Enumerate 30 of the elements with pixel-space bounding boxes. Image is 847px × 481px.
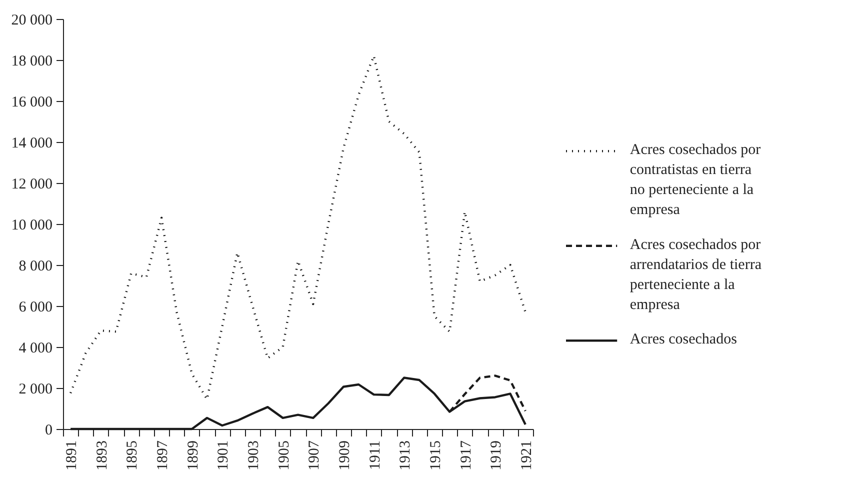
y-tick-label: 4 000 [18,340,52,356]
x-tick-label: 1891 [64,440,80,470]
y-tick-label: 18 000 [11,54,52,70]
x-tick-label: 1919 [488,440,505,470]
legend-label: Acres cosechados por arrendatarios de tierra perteneciente a la empresa [630,236,762,313]
legend-label: Acres cosechados [630,332,738,348]
x-tick-label: 1909 [336,440,353,470]
x-tick-label: 1899 [185,440,202,470]
x-tick-label: 1895 [124,440,141,470]
x-tick-label: 1911 [367,440,384,470]
y-tick-label: 0 [45,422,52,438]
x-tick-label: 1917 [458,440,474,470]
x-tick-label: 1903 [246,440,262,470]
legend-label: Acres cosechados por contratistas en tierra no perteneciente a la empresa [630,142,761,218]
y-tick-label: 20 000 [11,12,52,28]
x-tick-label: 1897 [155,440,172,470]
y-tick-label: 6 000 [18,300,52,316]
y-tick-label: 8 000 [18,258,52,274]
y-tick-label: 12 000 [11,176,52,192]
y-tick-label: 14 000 [11,136,52,152]
x-tick-label: 1907 [306,440,323,470]
y-tick-label: 2 000 [18,382,52,398]
x-tick-label: 1901 [216,440,232,470]
x-tick-label: 1915 [428,440,444,470]
x-tick-label: 1893 [94,440,110,470]
y-tick-label: 10 000 [11,218,52,234]
y-tick-label: 16 000 [11,94,52,110]
x-tick-label: 1913 [398,440,414,470]
x-tick-label: 1905 [276,440,292,470]
x-tick-label: 1921 [518,440,535,470]
